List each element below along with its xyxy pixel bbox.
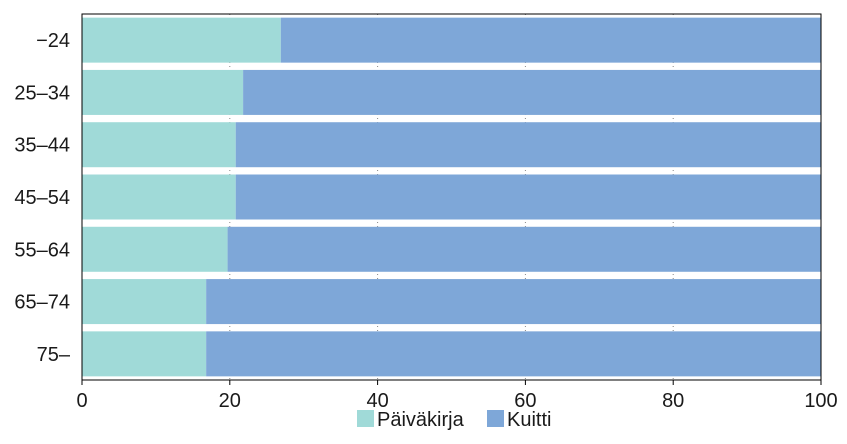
legend-label: Päiväkirja bbox=[377, 409, 465, 431]
bar-segment-paivakirja bbox=[82, 122, 236, 168]
bar-segment-kuitti bbox=[280, 17, 821, 63]
x-tick-label: 20 bbox=[219, 390, 241, 412]
y-axis-labels: −24 25–34 35–44 45–54 55–64 65–74 75– bbox=[14, 30, 70, 366]
legend-swatch bbox=[357, 410, 374, 427]
bar-segment-paivakirja bbox=[82, 174, 236, 220]
bar-segment-kuitti bbox=[235, 174, 821, 220]
bar-segment-kuitti bbox=[206, 331, 822, 377]
y-tick-label: 35–44 bbox=[14, 135, 70, 157]
plot-frame bbox=[81, 13, 822, 381]
x-tick-label: 60 bbox=[514, 390, 536, 412]
legend-label: Kuitti bbox=[507, 409, 551, 431]
y-tick-label: 25–34 bbox=[14, 82, 70, 104]
x-tick-label: 100 bbox=[804, 390, 837, 412]
bar-segment-paivakirja bbox=[82, 279, 207, 325]
bar-segment-paivakirja bbox=[82, 69, 244, 115]
legend: Päiväkirja Kuitti bbox=[357, 409, 551, 431]
bar-segment-paivakirja bbox=[82, 17, 281, 63]
y-tick-label: 55–64 bbox=[14, 239, 70, 261]
x-axis-labels: 0 20 40 60 80 100 bbox=[76, 380, 838, 412]
bar-segment-paivakirja bbox=[82, 331, 207, 377]
x-tick-label: 40 bbox=[366, 390, 388, 412]
bar-segment-kuitti bbox=[206, 279, 822, 325]
bar-segment-kuitti bbox=[235, 122, 821, 168]
legend-swatch bbox=[487, 410, 504, 427]
x-tick-label: 80 bbox=[662, 390, 684, 412]
bar-segment-paivakirja bbox=[82, 226, 228, 272]
y-tick-label: 65–74 bbox=[14, 292, 70, 314]
y-tick-label: 75– bbox=[37, 344, 71, 366]
bars bbox=[82, 17, 822, 377]
x-tick-label: 0 bbox=[76, 390, 87, 412]
bar-segment-kuitti bbox=[243, 69, 822, 115]
y-tick-label: −24 bbox=[36, 30, 70, 52]
bar-segment-kuitti bbox=[227, 226, 821, 272]
y-tick-label: 45–54 bbox=[14, 187, 70, 209]
